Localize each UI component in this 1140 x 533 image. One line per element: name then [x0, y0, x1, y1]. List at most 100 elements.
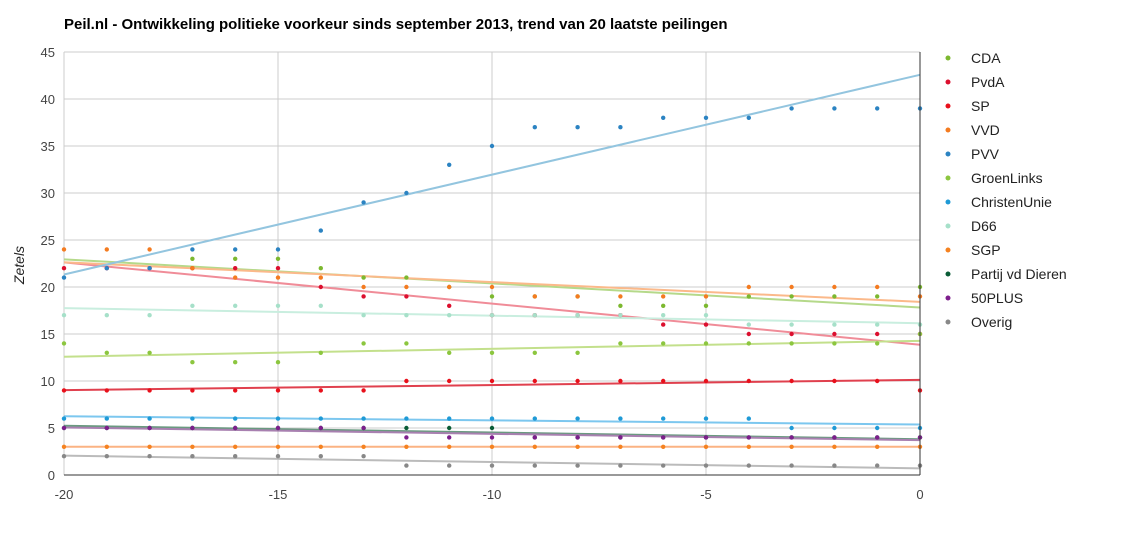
- legend-marker: [945, 55, 951, 61]
- data-point: [404, 463, 409, 468]
- data-point: [318, 444, 323, 449]
- data-point: [489, 378, 495, 384]
- data-point: [789, 106, 794, 111]
- legend-label: ChristenUnie: [971, 194, 1052, 210]
- data-point: [233, 275, 238, 280]
- x-tick-label: -5: [700, 487, 712, 502]
- data-point: [104, 425, 110, 431]
- data-point: [575, 444, 580, 449]
- data-point: [618, 313, 623, 318]
- data-point: [703, 294, 709, 299]
- data-point: [190, 360, 195, 365]
- data-point: [275, 360, 281, 365]
- data-point: [661, 435, 666, 440]
- data-point: [190, 388, 195, 393]
- data-point: [661, 444, 666, 449]
- data-point: [875, 331, 880, 337]
- data-point: [61, 341, 67, 346]
- data-point: [703, 378, 709, 384]
- data-point: [147, 247, 152, 252]
- data-point: [489, 435, 495, 440]
- data-point: [233, 416, 238, 421]
- y-tick-label: 15: [41, 327, 55, 342]
- data-point: [275, 303, 281, 308]
- data-point: [233, 360, 238, 365]
- data-point: [532, 125, 537, 130]
- data-point: [447, 378, 452, 384]
- data-point: [661, 463, 666, 468]
- data-point: [789, 425, 794, 431]
- data-point: [447, 313, 452, 318]
- data-point: [875, 463, 880, 468]
- legend-marker: [945, 319, 951, 325]
- y-axis-label: Zetels: [11, 246, 27, 285]
- data-point: [832, 444, 837, 449]
- trendline-3: [63, 261, 921, 303]
- data-points: [61, 106, 923, 468]
- data-point: [875, 322, 880, 327]
- trendline-10: [63, 426, 921, 442]
- data-point: [703, 416, 709, 421]
- x-tick-label: 0: [916, 487, 923, 502]
- legend-label: Overig: [971, 314, 1012, 330]
- data-point: [832, 435, 837, 440]
- data-point: [447, 416, 452, 421]
- data-point: [746, 378, 751, 384]
- data-point: [275, 416, 281, 421]
- data-point: [746, 416, 751, 421]
- data-point: [661, 303, 666, 308]
- x-tick-label: -15: [269, 487, 288, 502]
- data-point: [361, 416, 366, 421]
- data-point: [233, 247, 238, 252]
- data-point: [661, 115, 666, 121]
- gridlines: [63, 51, 921, 476]
- trendline-0: [63, 258, 921, 309]
- data-point: [404, 190, 409, 196]
- data-point: [618, 378, 623, 384]
- data-point: [875, 106, 880, 111]
- legend: CDA PvdA SP VVD PVV GroenLinks ChristenUnie D66…: [945, 50, 1067, 330]
- data-point: [875, 425, 880, 431]
- data-point: [318, 266, 323, 271]
- data-point: [404, 284, 409, 290]
- data-point: [447, 435, 452, 440]
- data-point: [190, 444, 195, 449]
- legend-marker: [945, 271, 951, 277]
- data-point: [661, 322, 666, 327]
- data-point: [447, 463, 452, 468]
- data-point: [104, 454, 110, 459]
- trendline-11: [63, 454, 921, 470]
- data-point: [832, 378, 837, 384]
- data-point: [746, 284, 751, 290]
- legend-marker: [945, 295, 951, 301]
- legend-label: PvdA: [971, 74, 1005, 90]
- data-point: [61, 247, 67, 252]
- data-point: [789, 284, 794, 290]
- data-point: [447, 284, 452, 290]
- data-point: [703, 313, 709, 318]
- data-point: [746, 294, 751, 299]
- data-point: [104, 313, 110, 318]
- y-tick-label: 30: [41, 186, 55, 201]
- y-tick-label: 10: [41, 374, 55, 389]
- data-point: [703, 341, 709, 346]
- data-point: [618, 125, 623, 130]
- data-point: [746, 341, 751, 346]
- legend-marker: [945, 199, 951, 205]
- data-point: [147, 425, 152, 431]
- data-point: [104, 416, 110, 421]
- data-point: [275, 247, 281, 252]
- data-point: [233, 444, 238, 449]
- y-tick-label: 45: [41, 45, 55, 60]
- data-point: [104, 350, 110, 355]
- data-point: [233, 256, 238, 261]
- data-point: [147, 388, 152, 393]
- data-point: [233, 303, 238, 308]
- data-point: [489, 350, 495, 355]
- data-point: [661, 416, 666, 421]
- y-tick-label: 25: [41, 233, 55, 248]
- data-point: [832, 463, 837, 468]
- data-point: [489, 143, 495, 149]
- data-point: [489, 294, 495, 299]
